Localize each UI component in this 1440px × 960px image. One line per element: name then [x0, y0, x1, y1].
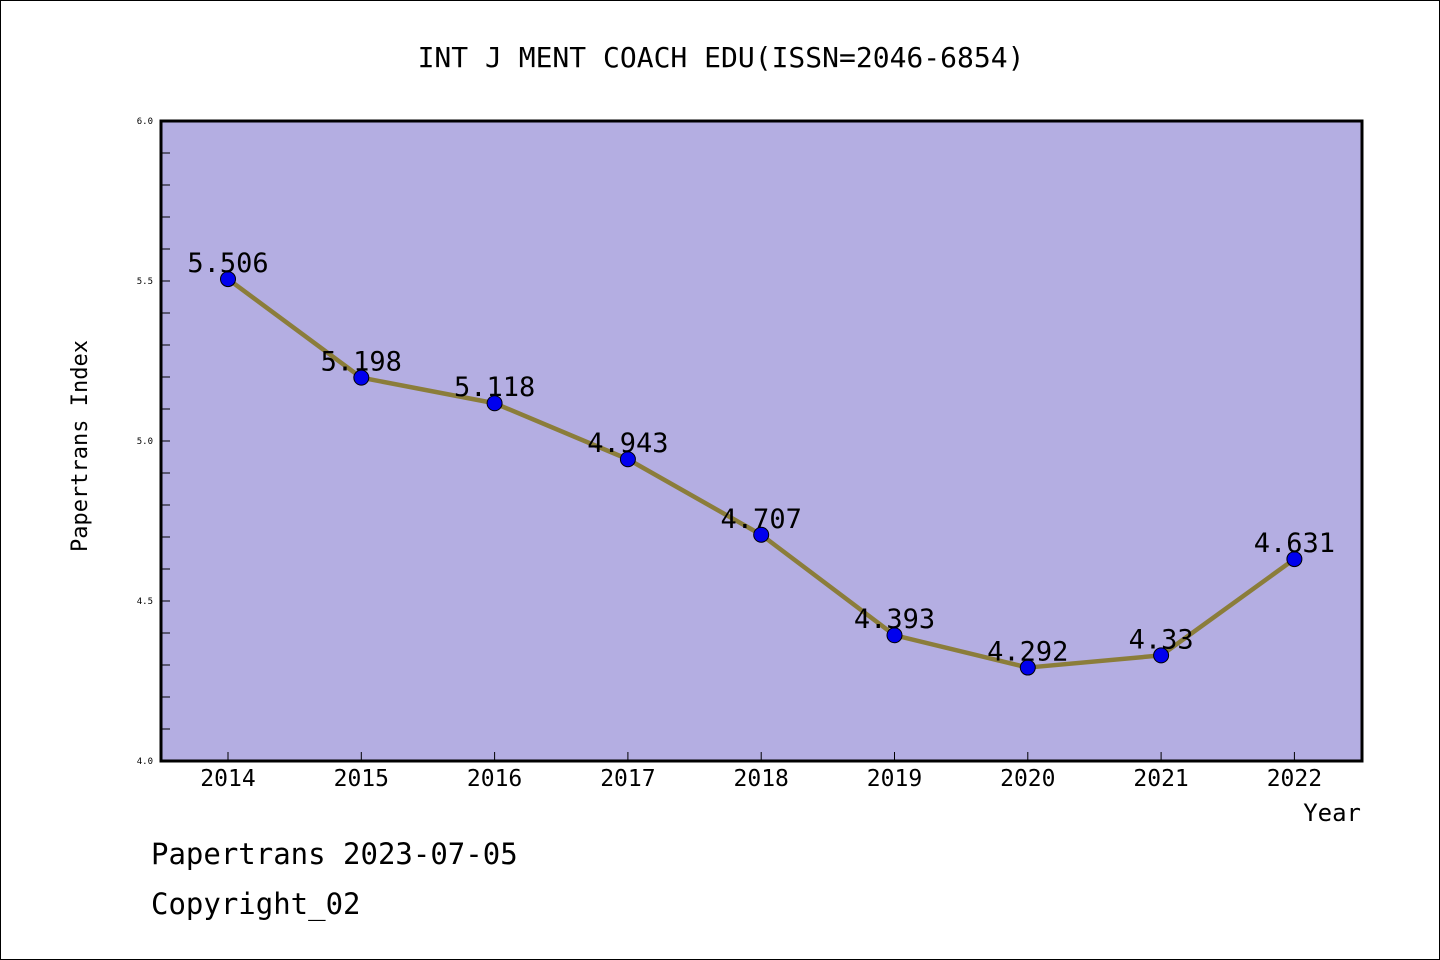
- data-label: 4.292: [987, 637, 1068, 668]
- x-axis-label: Year: [1303, 799, 1361, 827]
- data-point: [1153, 647, 1170, 664]
- x-axis: 2014 2015 2016 2017 2018 2019 2020 2021 2022: [200, 752, 1322, 792]
- series-layer: [220, 271, 1303, 676]
- y-tick-label: 4.0: [137, 757, 153, 767]
- data-point: [753, 526, 770, 543]
- y-tick-label: 5.5: [137, 277, 153, 287]
- x-tick-label: 2014: [200, 766, 255, 792]
- y-axis-label: Papertrans Index: [68, 340, 93, 552]
- data-point: [220, 271, 236, 288]
- chart-title: INT J MENT COACH EDU(ISSN=2046-6854): [418, 41, 1025, 74]
- y-tick-label: 4.5: [137, 597, 153, 607]
- data-label: 4.393: [854, 604, 935, 635]
- x-tick-label: 2020: [1000, 766, 1055, 792]
- data-labels: 5.506 5.198 5.118 4.943 4.707 4.393 4.292 4.33 4…: [187, 248, 1335, 667]
- x-tick-label: 2022: [1267, 766, 1322, 792]
- data-label: 4.707: [721, 504, 802, 535]
- footer-copyright: Copyright_02: [151, 887, 361, 921]
- data-label: 4.631: [1254, 528, 1335, 559]
- data-label: 5.118: [454, 372, 535, 403]
- data-point: [886, 627, 903, 644]
- footer-date: Papertrans 2023-07-05: [151, 837, 518, 871]
- data-label: 5.198: [321, 347, 402, 378]
- data-label: 4.943: [587, 428, 668, 459]
- x-tick-label: 2021: [1133, 766, 1188, 792]
- plot-frame: [159, 119, 1364, 763]
- y-tick-label: 5.0: [137, 437, 153, 447]
- data-label: 5.506: [187, 248, 268, 279]
- x-tick-label: 2018: [734, 766, 789, 792]
- plot-area: [161, 121, 1362, 761]
- data-point: [1019, 659, 1036, 676]
- y-tick-label: 6.0: [137, 117, 153, 127]
- data-point: [353, 369, 370, 386]
- data-point: [486, 395, 503, 412]
- data-label: 4.33: [1129, 624, 1194, 655]
- x-tick-label: 2019: [867, 766, 922, 792]
- x-tick-label: 2015: [334, 766, 389, 792]
- x-tick-label: 2016: [467, 766, 522, 792]
- data-point: [619, 451, 636, 468]
- x-tick-label: 2017: [600, 766, 655, 792]
- data-point: [1286, 551, 1303, 568]
